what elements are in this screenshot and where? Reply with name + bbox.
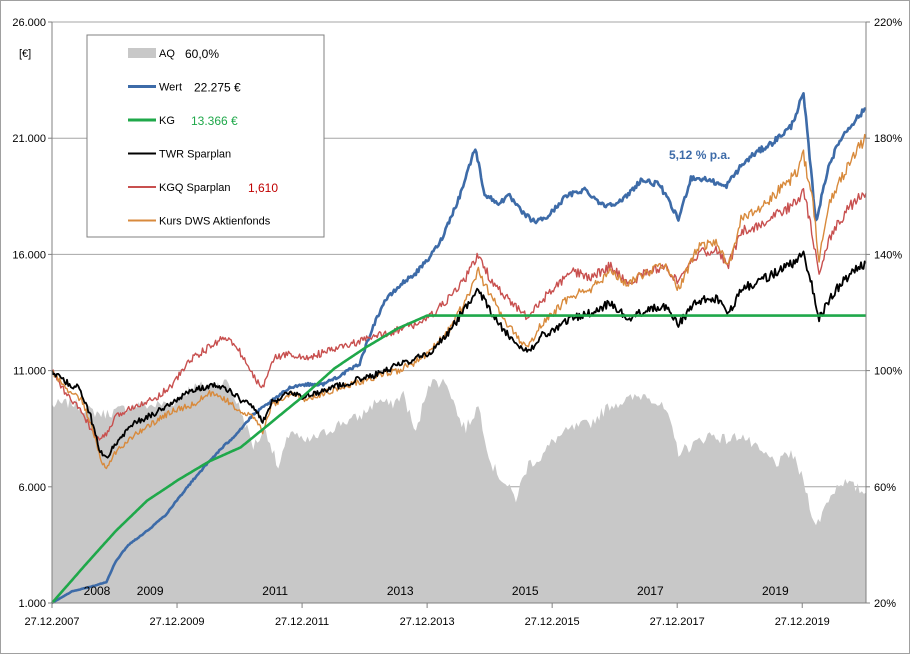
legend-label: KGQ Sparplan	[159, 182, 231, 194]
series-twr-sparplan-line	[51, 250, 867, 459]
x-tick-label: 27.12.2019	[775, 616, 830, 628]
y-right-tick-label: 100%	[874, 366, 902, 378]
year-label: 2009	[137, 584, 164, 598]
y-left-tick-label: 11.000	[13, 366, 46, 378]
series-kgq-sparplan-line	[51, 187, 867, 441]
y-right-tick-label: 140%	[874, 249, 902, 261]
x-tick-label: 27.12.2017	[650, 616, 705, 628]
year-label: 2008	[84, 584, 111, 598]
aq-area-layer	[52, 378, 866, 603]
y-left-tick-label: 6.000	[18, 482, 46, 494]
legend: AQ 60,0% Wert 22.275 € KG 13.366 € TWR Sparpla…	[86, 34, 325, 238]
x-tick-label: 27.12.2011	[275, 616, 329, 628]
y-right-tick-label: 60%	[874, 482, 896, 494]
legend-value: 1,610	[248, 181, 278, 195]
y-left-tick-label: 16.000	[12, 249, 46, 261]
y-left-tick-label: 21.000	[12, 133, 46, 145]
y-right-tick-label: 180%	[874, 133, 902, 145]
legend-label: TWR Sparplan	[159, 149, 231, 161]
return-annotation: 5,12 % p.a.	[669, 148, 730, 162]
x-tick-label: 27.12.2015	[525, 616, 580, 628]
year-label: 2015	[512, 584, 539, 598]
y-left-tick-label: 26.000	[12, 17, 46, 29]
legend-value: 22.275 €	[194, 81, 241, 95]
year-label: 2019	[762, 584, 789, 598]
x-tick-label: 27.12.2007	[24, 616, 79, 628]
legend-value: 13.366 €	[191, 114, 238, 128]
y-right-tick-label: 20%	[874, 598, 896, 610]
series-kg-line	[51, 314, 867, 604]
legend-label: Kurs DWS Aktienfonds	[159, 216, 271, 228]
legend-swatch-area	[128, 48, 156, 58]
unit-label: [€]	[19, 48, 31, 60]
year-label: 2017	[637, 584, 664, 598]
series-aq-area	[52, 378, 866, 603]
legend-label: AQ	[159, 48, 175, 60]
legend-label: KG	[159, 115, 175, 127]
legend-label: Wert	[159, 82, 182, 94]
series-wert-line	[51, 92, 867, 605]
legend-box	[86, 34, 325, 238]
x-tick-label: 27.12.2013	[400, 616, 455, 628]
y-right-tick-label: 220%	[874, 17, 902, 29]
axes: 1.000 6.000 11.000 16.000 21.000 26.000 20% 60%…	[12, 17, 902, 628]
series-lines	[51, 92, 867, 605]
legend-value: 60,0%	[185, 47, 219, 61]
year-label: 2011	[262, 584, 288, 598]
x-tick-label: 27.12.2009	[150, 616, 205, 628]
year-label: 2013	[387, 584, 414, 598]
y-left-tick-label: 1.000	[18, 598, 46, 610]
